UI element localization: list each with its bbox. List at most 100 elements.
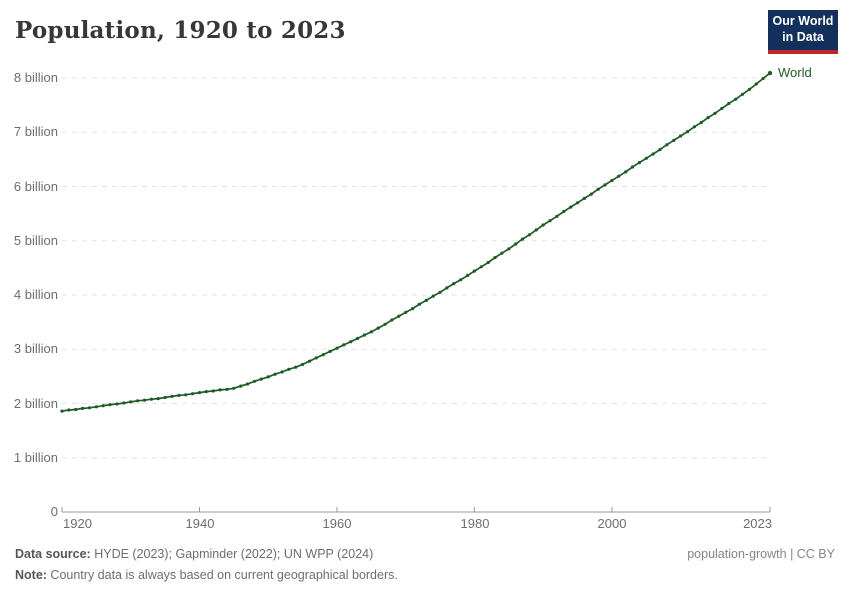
data-point-1959[interactable] (328, 349, 332, 353)
data-point-2008[interactable] (665, 143, 669, 147)
data-point-1954[interactable] (294, 365, 298, 369)
data-point-2003[interactable] (630, 165, 635, 169)
data-point-1934[interactable] (156, 397, 160, 401)
data-point-1979[interactable] (466, 273, 470, 278)
data-point-1942[interactable] (211, 389, 215, 393)
data-point-2020[interactable] (747, 87, 752, 91)
data-point-1921[interactable] (67, 408, 71, 412)
data-point-1974[interactable] (431, 294, 435, 298)
data-point-1963[interactable] (356, 336, 360, 340)
data-point-1967[interactable] (383, 322, 387, 326)
data-point-1970[interactable] (404, 310, 408, 314)
data-point-1953[interactable] (287, 367, 291, 371)
data-point-1940[interactable] (197, 391, 202, 395)
data-point-1988[interactable] (527, 233, 532, 237)
data-point-1977[interactable] (452, 282, 456, 286)
data-point-1956[interactable] (307, 359, 312, 363)
data-point-1933[interactable] (149, 397, 153, 401)
data-point-2021[interactable] (754, 82, 758, 86)
data-point-1986[interactable] (514, 242, 518, 246)
data-point-1994[interactable] (569, 205, 573, 209)
data-point-1971[interactable] (411, 307, 415, 311)
data-point-1920[interactable] (60, 409, 64, 413)
data-point-1996[interactable] (582, 196, 587, 200)
data-point-1992[interactable] (555, 214, 559, 218)
owid-logo[interactable]: Our World in Data (768, 10, 838, 54)
data-point-1973[interactable] (424, 298, 428, 302)
data-point-1966[interactable] (376, 326, 380, 330)
data-point-2011[interactable] (685, 130, 690, 134)
data-point-1944[interactable] (225, 387, 229, 391)
data-point-1958[interactable] (321, 353, 325, 357)
data-point-2022[interactable] (761, 76, 765, 81)
data-point-1936[interactable] (170, 394, 174, 398)
data-point-1985[interactable] (507, 247, 511, 251)
data-point-1975[interactable] (438, 290, 442, 294)
data-point-1987[interactable] (520, 237, 525, 241)
data-point-1998[interactable] (596, 187, 600, 191)
data-point-2006[interactable] (651, 152, 655, 156)
data-point-2016[interactable] (720, 106, 724, 110)
data-point-2014[interactable] (706, 116, 710, 120)
data-point-1939[interactable] (191, 392, 195, 396)
data-point-2010[interactable] (679, 134, 683, 138)
data-point-1949[interactable] (259, 377, 263, 381)
data-point-2009[interactable] (672, 138, 676, 142)
data-point-1982[interactable] (486, 260, 490, 265)
data-point-1993[interactable] (562, 209, 566, 214)
data-point-1976[interactable] (445, 286, 449, 290)
data-point-1943[interactable] (218, 388, 222, 392)
data-point-2015[interactable] (713, 111, 717, 115)
data-point-1927[interactable] (108, 403, 112, 407)
data-point-2012[interactable] (692, 125, 697, 129)
data-point-1926[interactable] (101, 404, 105, 408)
data-point-2001[interactable] (617, 174, 621, 178)
data-point-2013[interactable] (699, 120, 703, 125)
data-point-1991[interactable] (548, 219, 552, 223)
data-point-1937[interactable] (177, 393, 181, 397)
data-point-1999[interactable] (603, 183, 607, 187)
data-point-2019[interactable] (740, 92, 745, 96)
data-point-1984[interactable] (500, 251, 504, 255)
data-point-1922[interactable] (74, 407, 78, 412)
data-point-1932[interactable] (142, 398, 147, 402)
data-point-1946[interactable] (239, 384, 243, 388)
data-point-1948[interactable] (252, 379, 257, 383)
data-point-1968[interactable] (390, 318, 394, 322)
data-point-1969[interactable] (397, 314, 401, 318)
series-line-world[interactable] (61, 72, 771, 412)
series-label-world[interactable]: World (778, 65, 812, 80)
data-point-1962[interactable] (349, 340, 353, 344)
data-point-1952[interactable] (280, 370, 284, 374)
data-point-1981[interactable] (479, 265, 483, 269)
data-point-1928[interactable] (115, 402, 119, 406)
data-point-1924[interactable] (87, 406, 92, 410)
series-end-dot[interactable] (767, 70, 773, 76)
data-point-1941[interactable] (204, 390, 208, 394)
data-point-1923[interactable] (81, 406, 85, 410)
data-point-1951[interactable] (273, 372, 277, 376)
data-point-1930[interactable] (129, 400, 133, 404)
data-point-1945[interactable] (232, 386, 236, 390)
data-point-1964[interactable] (362, 333, 366, 337)
data-point-1961[interactable] (342, 343, 346, 347)
data-point-1980[interactable] (472, 269, 476, 273)
data-point-1990[interactable] (541, 223, 545, 227)
data-point-1960[interactable] (335, 346, 339, 350)
data-point-1947[interactable] (246, 382, 250, 386)
data-point-1989[interactable] (534, 228, 538, 232)
data-point-1955[interactable] (301, 362, 305, 366)
data-point-1935[interactable] (163, 395, 167, 400)
data-point-1978[interactable] (459, 278, 463, 282)
data-point-1938[interactable] (184, 393, 188, 397)
data-point-2017[interactable] (727, 101, 731, 106)
data-point-2007[interactable] (658, 148, 662, 152)
data-point-1965[interactable] (369, 330, 373, 334)
data-point-1925[interactable] (94, 405, 98, 409)
data-point-1995[interactable] (575, 201, 580, 205)
data-point-1929[interactable] (122, 401, 126, 405)
data-point-2000[interactable] (610, 178, 614, 183)
data-point-2002[interactable] (624, 170, 628, 174)
data-point-1997[interactable] (589, 192, 593, 196)
footer-slug-license[interactable]: population-growth | CC BY (687, 547, 835, 561)
